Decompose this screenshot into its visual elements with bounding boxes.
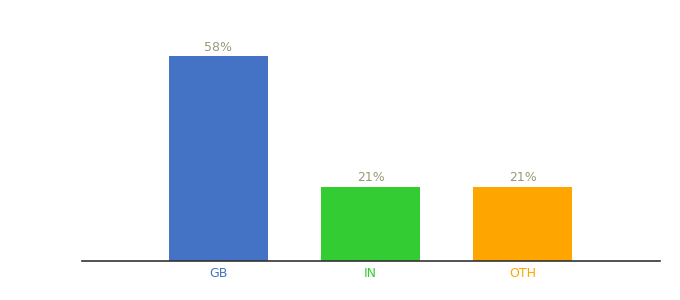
Text: 58%: 58% — [205, 41, 233, 54]
Bar — [321, 187, 420, 261]
Text: 21%: 21% — [509, 171, 537, 184]
Bar — [169, 56, 268, 261]
Text: 21%: 21% — [357, 171, 384, 184]
Bar — [473, 187, 572, 261]
